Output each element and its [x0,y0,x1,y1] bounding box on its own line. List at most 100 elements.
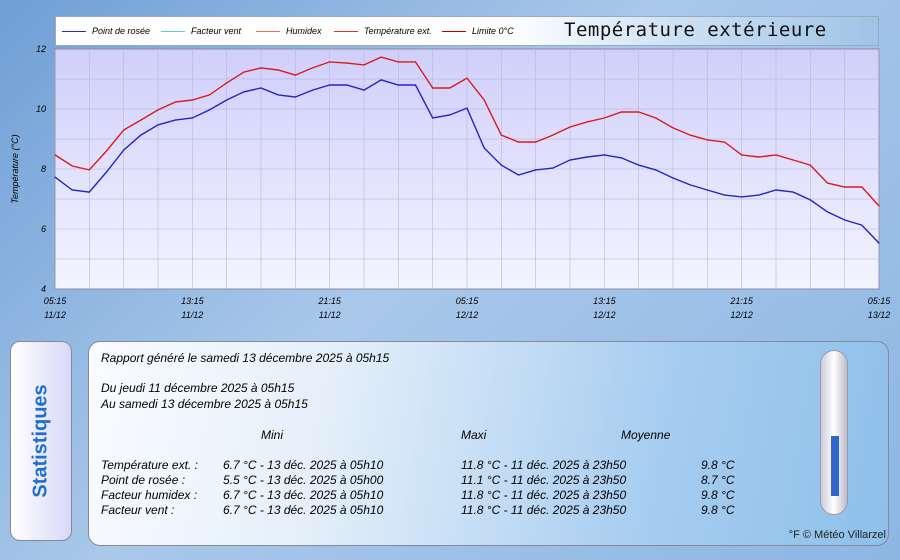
data-point [792,191,794,193]
data-point [54,176,56,178]
data-point [432,87,434,89]
y-tick-label: 8 [41,164,46,174]
stat-moy: 9.8 °C [701,458,735,472]
header-maxi: Maxi [461,428,487,442]
period-to: Au samedi 13 décembre 2025 à 05h15 [101,397,308,411]
data-point [569,126,571,128]
data-point [191,99,193,101]
data-point [483,147,485,149]
chart-title: Température extérieure [564,19,827,41]
stat-moy: 9.8 °C [701,488,735,502]
legend-item: Limite 0°C [442,26,514,36]
data-point [123,149,125,151]
data-point [414,61,417,63]
data-point [758,194,760,196]
stat-maxi: 11.8 °C - 11 déc. 2025 à 23h50 [461,488,627,502]
data-point [552,167,554,169]
data-point [809,199,811,201]
legend-label: Point de rosée [92,26,151,36]
data-point [500,134,502,136]
data-point [105,171,108,173]
data-point [105,150,108,152]
stat-moy: 8.7 °C [701,473,735,487]
data-point [706,189,708,191]
stat-label: Point de rosée : [101,473,186,487]
data-point [88,169,90,171]
data-point [466,107,468,109]
statistics-tab: Statistiques [10,341,72,541]
data-point [861,224,863,226]
legend-swatch [256,31,280,33]
data-point [792,159,794,161]
stat-label: Facteur vent : [101,503,175,517]
data-point [844,219,846,221]
data-point [706,139,708,141]
statistics-label: Statistiques [29,384,52,498]
legend-label: Humidex [286,26,322,36]
data-point [123,129,125,131]
x-tick-time: 05:15 [868,296,892,306]
thermometer-icon [820,350,848,515]
data-point [723,194,726,196]
stat-mini: 6.7 °C - 13 déc. 2025 à 05h10 [223,458,384,472]
report-generated: Rapport généré le samedi 13 décembre 202… [101,351,390,365]
data-point [432,117,434,119]
legend-item: Humidex [256,26,322,36]
data-point [260,67,262,69]
data-point [329,84,331,86]
legend-label: Facteur vent [191,26,242,36]
x-tick-date: 12/12 [593,310,616,320]
data-point [500,164,502,166]
data-point [243,91,245,93]
data-point [672,127,674,129]
stat-mini: 6.7 °C - 13 déc. 2025 à 05h10 [223,488,384,502]
data-point [191,117,193,119]
data-point [449,87,451,89]
legend-label: Température ext. [364,26,432,36]
x-tick-date: 11/12 [319,310,341,320]
legend-item: Température ext. [334,26,432,36]
legend-item: Facteur vent [161,26,241,36]
data-point [294,74,296,76]
x-tick-date: 11/12 [181,310,203,320]
data-point [603,117,605,119]
data-point [226,99,228,101]
data-point [414,84,417,86]
data-point [157,124,159,126]
chart-legend: Point de rosée Facteur vent Humidex Temp… [55,16,879,46]
x-tick-date: 11/12 [44,310,66,320]
data-point [277,94,279,96]
data-point [861,186,863,188]
data-point [174,119,176,121]
x-tick-time: 21:15 [317,296,342,306]
x-tick-date: 12/12 [730,310,753,320]
stat-label: Facteur humidex : [101,488,198,502]
data-point [878,242,880,244]
y-tick-label: 4 [41,284,46,294]
data-point [346,62,348,64]
legend-swatch [334,31,358,33]
x-tick-date: 13/12 [868,310,891,320]
data-point [346,84,348,86]
data-point [54,154,56,156]
data-point [226,82,228,84]
legend-label: Limite 0°C [472,26,514,36]
data-point [140,134,142,136]
data-point [71,189,73,191]
data-point [535,141,537,143]
data-point [517,141,520,143]
data-point [672,177,674,179]
data-point [552,134,554,136]
data-point [775,189,777,191]
x-tick-time: 21:15 [729,296,754,306]
data-point [844,186,846,188]
data-point [586,156,588,158]
data-point [380,56,382,58]
stat-maxi: 11.1 °C - 11 déc. 2025 à 23h50 [461,473,627,487]
y-tick-label: 6 [41,224,46,234]
data-point [741,154,743,156]
data-point [878,205,880,207]
data-point [243,71,245,73]
stat-maxi: 11.8 °C - 11 déc. 2025 à 23h50 [461,458,627,472]
data-point [638,164,640,166]
